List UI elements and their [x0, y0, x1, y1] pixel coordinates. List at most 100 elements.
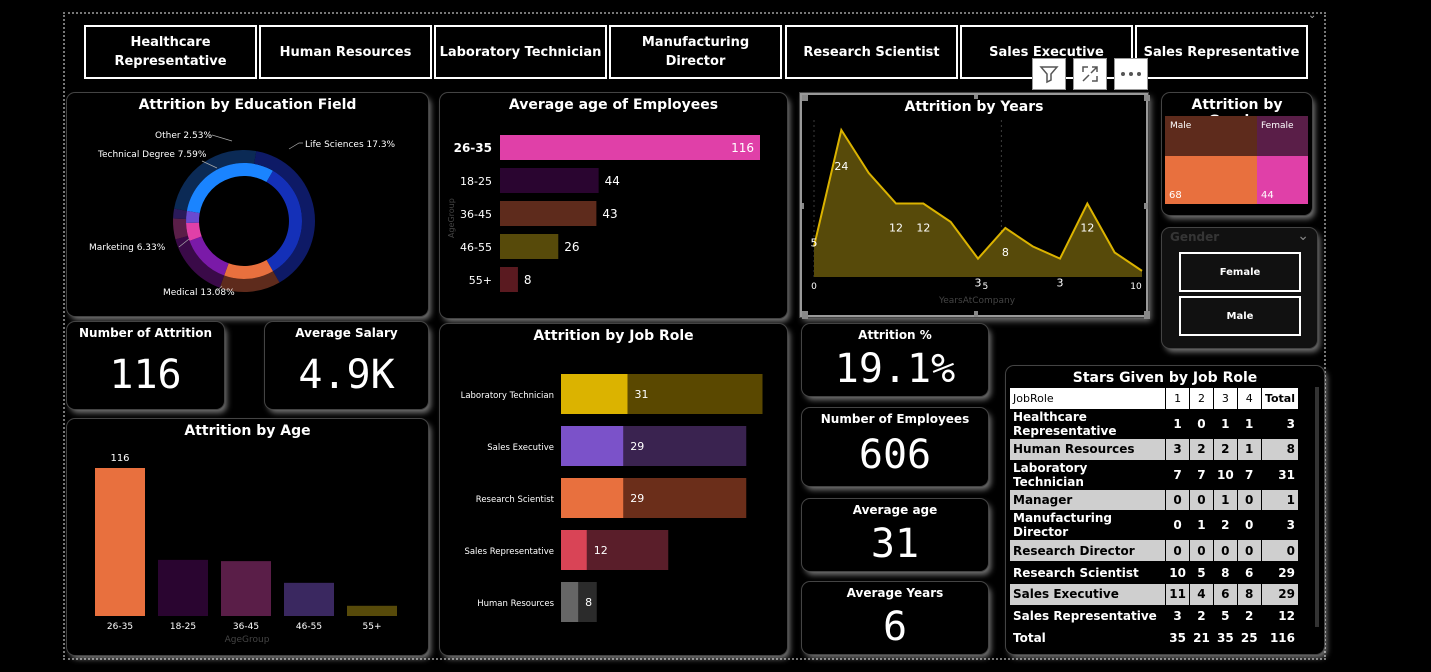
age-column-bar-26-35[interactable]: [95, 468, 145, 616]
avg-age-bar-26-35[interactable]: [500, 135, 760, 160]
years-area-card[interactable]: Attrition by Years YearsAtCompany 5 24 12 1…: [800, 93, 1150, 319]
kpi-avg-salary-value: 4.9K: [298, 352, 395, 398]
donut-slice-7[interactable]: [189, 236, 229, 276]
table-row: Sales Executive 11 4 6 8 29: [1008, 582, 1300, 606]
kpi-attrition-pct-label: Attrition %: [858, 328, 932, 342]
age-column-card[interactable]: Attrition by Age AgeGroup 26-35 116 18-25 3…: [67, 419, 428, 655]
education-title: Attrition by Education Field: [138, 97, 357, 113]
gender-female-button[interactable]: Female: [1179, 252, 1301, 292]
avg-age-bar-18-25[interactable]: [500, 168, 599, 193]
stars-header-5[interactable]: Total: [1260, 387, 1300, 410]
age-column-bar-36-45[interactable]: [221, 561, 271, 616]
education-donut-card[interactable]: Attrition by Education Field Life Scienc…: [67, 93, 428, 316]
resize-handle-6[interactable]: [974, 311, 978, 317]
table-row: Total 35 21 35 25 116: [1008, 626, 1300, 650]
table-cell: 0: [1165, 488, 1191, 512]
treemap-male-label: Male: [1170, 121, 1192, 131]
stars-header-4[interactable]: 4: [1236, 387, 1262, 410]
job-bar-3[interactable]: [561, 530, 587, 570]
slicer-human-resources[interactable]: Human Resources: [259, 25, 432, 79]
resize-handle-7[interactable]: [1144, 311, 1150, 319]
collapse-chevron-icon[interactable]: ⌄: [1308, 10, 1317, 21]
filter-icon[interactable]: [1032, 58, 1066, 90]
stars-header-1[interactable]: 1: [1165, 387, 1191, 410]
slicer-sales-representative[interactable]: Sales Representative: [1135, 25, 1308, 79]
donut-slice-4[interactable]: [219, 271, 280, 292]
table-cell: 0: [1236, 539, 1262, 563]
age-column-bar-55+[interactable]: [347, 605, 397, 616]
job-bar-4[interactable]: [561, 582, 579, 622]
avg-age-bar-36-45[interactable]: [500, 201, 597, 226]
donut-slice-10[interactable]: [173, 208, 187, 219]
donut-slice-11[interactable]: [186, 210, 200, 224]
job-bar-0[interactable]: [561, 374, 628, 414]
age-column-bar-18-25[interactable]: [158, 559, 208, 616]
gender-treemap-card[interactable]: Attrition by Gender Male Female 68 44: [1162, 93, 1312, 215]
avg-age-value-3: 26: [564, 240, 579, 254]
job-value-2: 29: [630, 492, 644, 505]
table-cell: 0: [1189, 488, 1214, 512]
resize-handle-4[interactable]: [1144, 203, 1148, 209]
slicer-manufacturing-director[interactable]: Manufacturing Director: [609, 25, 782, 79]
focus-mode-icon[interactable]: [1073, 58, 1107, 90]
job-bar-2[interactable]: [561, 478, 624, 518]
treemap-female-top[interactable]: [1257, 116, 1308, 156]
donut-slice-3[interactable]: [266, 170, 303, 272]
gender-male-button[interactable]: Male: [1179, 296, 1301, 336]
treemap-male-top[interactable]: [1165, 116, 1257, 156]
treemap-male[interactable]: [1165, 156, 1257, 204]
kpi-avg-age: Average age 31: [802, 499, 988, 571]
donut-slice-1[interactable]: [186, 163, 273, 214]
table-row: Manufacturing Director 0 1 2 0 3: [1008, 510, 1300, 541]
avg-age-tick-3: 46-55: [460, 241, 492, 254]
treemap-female[interactable]: [1257, 156, 1308, 204]
resize-handle-5[interactable]: [802, 311, 808, 319]
table-cell: 2: [1236, 604, 1262, 628]
slicer-research-scientist[interactable]: Research Scientist: [785, 25, 958, 79]
avg-age-value-0: 116: [731, 141, 754, 155]
stars-header-3[interactable]: 3: [1212, 387, 1238, 410]
slicer-chevron-icon[interactable]: ⌄: [1297, 228, 1309, 244]
avg-age-value-2: 43: [602, 207, 617, 221]
table-cell: 0: [1165, 510, 1191, 541]
resize-handle-0[interactable]: [802, 95, 808, 101]
table-cell: 0: [1212, 539, 1238, 563]
treemap-female-value: 44: [1261, 190, 1274, 201]
resize-handle-1[interactable]: [974, 95, 978, 99]
stars-header-0[interactable]: JobRole: [1008, 387, 1167, 410]
stars-title: Stars Given by Job Role: [1072, 370, 1258, 386]
avg-age-card[interactable]: Average age of Employees AgeGroup 26-35 1…: [440, 93, 787, 318]
stars-header-2[interactable]: 2: [1189, 387, 1214, 410]
avg-age-bar-46-55[interactable]: [500, 234, 559, 259]
table-scrollbar[interactable]: [1315, 387, 1319, 627]
job-tick-1: Sales Executive: [487, 443, 554, 453]
resize-handle-2[interactable]: [1144, 95, 1150, 101]
years-line[interactable]: [813, 127, 1143, 272]
table-cell: Research Scientist: [1008, 561, 1167, 584]
donut-slice-5[interactable]: [224, 259, 273, 279]
job-role-card[interactable]: Attrition by Job Role Laboratory Technic…: [440, 324, 787, 655]
donut-slice-8[interactable]: [173, 218, 188, 240]
job-bar-1[interactable]: [561, 426, 624, 466]
donut-slice-0[interactable]: [174, 150, 257, 211]
years-area-chart: YearsAtCompany 5 24 12 12 3 8 3 12 0 5 10: [802, 95, 1150, 319]
more-options-icon[interactable]: [1114, 58, 1148, 90]
table-cell: 8: [1236, 582, 1262, 606]
job-role-bar-chart: Laboratory Technician 31 Sales Executive 29…: [461, 374, 763, 622]
years-area[interactable]: [814, 130, 1142, 277]
kpi-attrition-count-label: Number of Attrition: [79, 326, 212, 340]
slicer-healthcare-representative[interactable]: Healthcare Representative: [84, 25, 257, 79]
donut-slice-9[interactable]: [186, 222, 202, 241]
resize-handle-3[interactable]: [802, 203, 804, 209]
slicer-laboratory-technician[interactable]: Laboratory Technician: [434, 25, 607, 79]
avg-age-tick-0: 26-35: [454, 141, 492, 155]
age-column-chart: AgeGroup 26-35 116 18-25 36-45 46-55 55+: [95, 453, 397, 645]
donut-slice-2[interactable]: [254, 151, 315, 283]
kpi-employees: Number of Employees 606: [802, 408, 988, 486]
avg-age-bar-55+[interactable]: [500, 267, 518, 292]
donut-slice-6[interactable]: [175, 236, 225, 288]
edu-label-medical: Medical 13.08%: [163, 288, 235, 298]
table-cell: Manager: [1008, 488, 1167, 512]
age-column-bar-46-55[interactable]: [284, 582, 334, 616]
gender-slicer-card[interactable]: Gender ⌄: [1162, 228, 1317, 348]
